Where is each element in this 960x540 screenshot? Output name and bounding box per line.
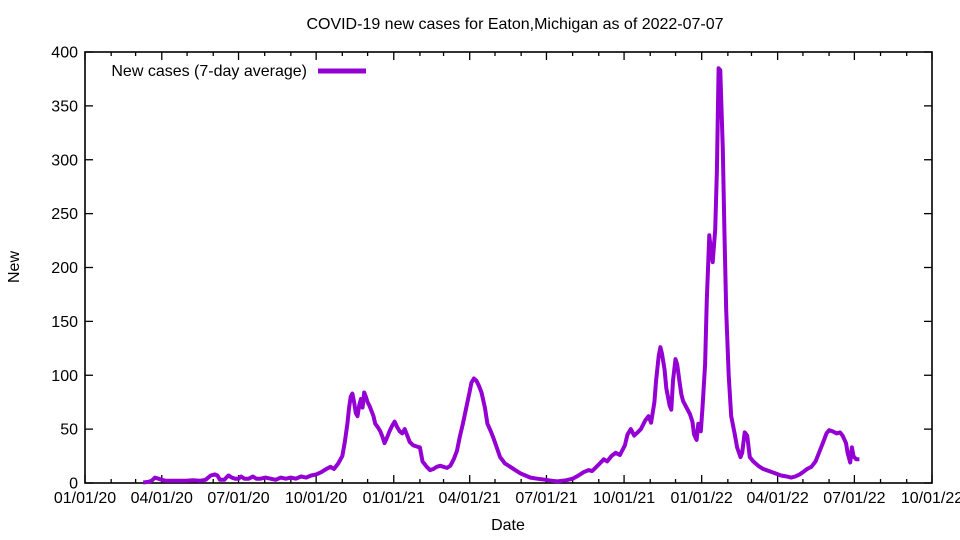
x-tick-label: 01/01/21 — [363, 490, 425, 507]
x-tick-label: 10/01/20 — [285, 490, 347, 507]
x-tick-label: 04/01/22 — [746, 490, 808, 507]
plot-border — [84, 51, 933, 484]
x-tick-label: 04/01/20 — [131, 490, 193, 507]
tick-labels-layer: 0 50 100 150 200 250 300 350 400 01/01/20 04/01/20… — [51, 45, 960, 508]
y-tick-label: 100 — [51, 368, 78, 385]
y-tick-label: 150 — [51, 314, 78, 331]
y-tick-label: 0 — [69, 476, 78, 493]
x-tick-label: 10/01/22 — [901, 490, 960, 507]
x-tick-label: 07/01/21 — [515, 490, 577, 507]
x-tick-label: 07/01/22 — [823, 490, 885, 507]
legend-label: New cases (7-day average) — [111, 63, 307, 80]
y-tick-label: 50 — [60, 422, 78, 439]
x-axis-label: Date — [491, 517, 525, 534]
y-tick-label: 250 — [51, 206, 78, 223]
chart-title: COVID-19 new cases for Eaton,Michigan as… — [306, 16, 723, 33]
y-tick-label: 300 — [51, 152, 78, 169]
y-tick-label: 200 — [51, 260, 78, 277]
x-tick-label: 10/01/21 — [593, 490, 655, 507]
x-tick-label: 01/01/20 — [54, 490, 116, 507]
y-tick-label: 400 — [51, 45, 78, 62]
y-tick-label: 350 — [51, 98, 78, 115]
x-tick-label: 01/01/22 — [671, 490, 733, 507]
axes-ticks-layer — [84, 51, 933, 484]
data-line-new-cases — [142, 66, 860, 485]
x-tick-label: 04/01/21 — [439, 490, 501, 507]
x-tick-label: 07/01/20 — [207, 490, 269, 507]
y-axis-label: New — [6, 251, 23, 283]
